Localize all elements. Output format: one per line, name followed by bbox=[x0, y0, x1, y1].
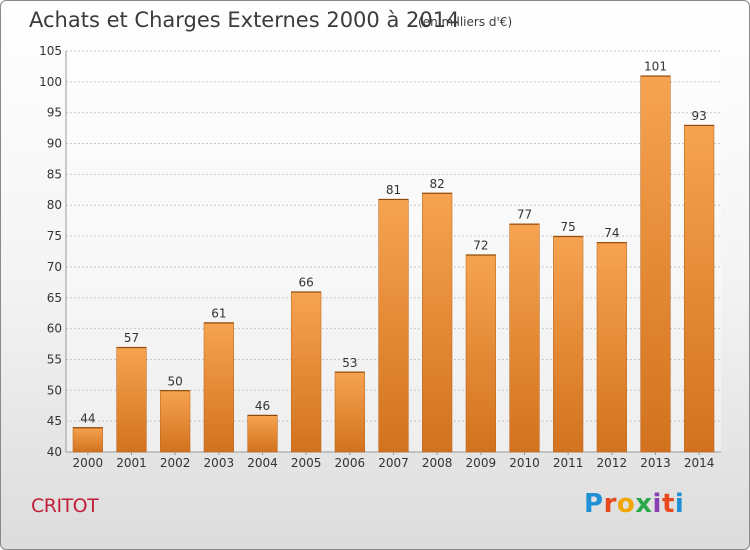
bar-2001 bbox=[116, 346, 147, 453]
bar-2008 bbox=[422, 192, 453, 453]
data-label: 72 bbox=[473, 239, 488, 253]
chart-title: Achats et Charges Externes 2000 à 2014 bbox=[29, 8, 460, 32]
data-label: 74 bbox=[604, 226, 619, 240]
chart-subtitle: (en milliers d'€) bbox=[418, 15, 513, 29]
y-tick-label: 105 bbox=[39, 44, 62, 58]
logo-letter: r bbox=[603, 489, 617, 519]
data-label: 46 bbox=[255, 399, 270, 413]
bar-2003 bbox=[203, 322, 234, 453]
y-tick-label: 45 bbox=[47, 414, 62, 428]
x-tick-label: 2001 bbox=[116, 456, 147, 470]
logo-letter: P bbox=[584, 489, 604, 519]
logo-letter: x bbox=[635, 489, 653, 519]
data-label: 81 bbox=[386, 183, 401, 197]
y-tick-label: 80 bbox=[47, 198, 62, 212]
data-label: 93 bbox=[692, 109, 707, 123]
bar-2005 bbox=[291, 291, 322, 453]
y-tick-label: 95 bbox=[47, 106, 62, 120]
x-tick-label: 2010 bbox=[509, 456, 540, 470]
x-tick-label: 2000 bbox=[73, 456, 104, 470]
data-label: 77 bbox=[517, 208, 532, 222]
data-label: 75 bbox=[561, 220, 576, 234]
y-tick-label: 50 bbox=[47, 383, 62, 397]
x-tick-label: 2006 bbox=[335, 456, 366, 470]
bar-2002 bbox=[160, 390, 191, 453]
data-label: 44 bbox=[80, 411, 95, 425]
bar-2013 bbox=[640, 75, 671, 453]
x-tick-label: 2002 bbox=[160, 456, 191, 470]
y-tick-label: 85 bbox=[47, 167, 62, 181]
y-tick-label: 100 bbox=[39, 75, 62, 89]
x-tick-label: 2005 bbox=[291, 456, 322, 470]
y-tick-label: 55 bbox=[47, 352, 62, 366]
commune-name: CRITOT bbox=[31, 495, 99, 517]
x-tick-label: 2004 bbox=[247, 456, 278, 470]
bar-2007 bbox=[378, 198, 409, 453]
proxiti-logo[interactable]: Proxiti bbox=[584, 489, 684, 519]
y-tick-label: 60 bbox=[47, 322, 62, 336]
data-label: 82 bbox=[430, 177, 445, 191]
bar-2006 bbox=[334, 371, 365, 453]
bar-2012 bbox=[596, 241, 627, 453]
bar-2009 bbox=[465, 254, 496, 453]
bar-2010 bbox=[509, 223, 540, 453]
x-tick-label: 2007 bbox=[378, 456, 409, 470]
x-tick-label: 2008 bbox=[422, 456, 453, 470]
x-tick-label: 2012 bbox=[597, 456, 628, 470]
y-tick-label: 70 bbox=[47, 260, 62, 274]
data-label: 66 bbox=[299, 276, 314, 290]
data-label: 61 bbox=[211, 306, 226, 320]
x-tick-label: 2009 bbox=[466, 456, 497, 470]
bar-2004 bbox=[247, 414, 278, 453]
x-tick-label: 2011 bbox=[553, 456, 584, 470]
bar-2014 bbox=[684, 124, 715, 453]
logo-letter: i bbox=[652, 489, 662, 519]
logo-letter: i bbox=[674, 489, 685, 519]
logo-letter: o bbox=[616, 489, 636, 519]
y-tick-label: 40 bbox=[47, 445, 62, 459]
y-tick-label: 65 bbox=[47, 291, 62, 305]
data-label: 101 bbox=[644, 60, 667, 74]
data-label: 57 bbox=[124, 331, 139, 345]
x-tick-label: 2003 bbox=[204, 456, 235, 470]
y-tick-label: 90 bbox=[47, 137, 62, 151]
data-label: 50 bbox=[168, 374, 183, 388]
data-label: 53 bbox=[342, 356, 357, 370]
x-tick-label: 2014 bbox=[684, 456, 715, 470]
y-tick-label: 75 bbox=[47, 229, 62, 243]
bar-2011 bbox=[553, 235, 584, 453]
x-tick-label: 2013 bbox=[640, 456, 671, 470]
logo-letter: t bbox=[661, 489, 675, 519]
bar-2000 bbox=[72, 427, 103, 453]
